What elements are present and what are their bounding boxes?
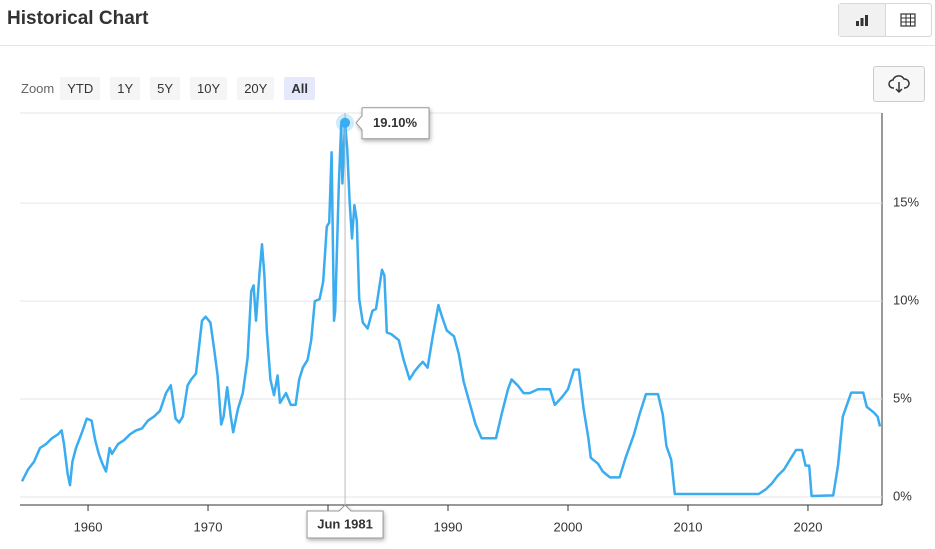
zoom-label: Zoom [21, 81, 55, 96]
zoom-bar: Zoom YTD 1Y 5Y 10Y 20Y All [21, 77, 325, 100]
data-line [20, 121, 882, 498]
zoom-option[interactable]: 5Y [150, 77, 181, 100]
title: Historical Chart [7, 8, 149, 29]
zoom-option[interactable]: All [284, 77, 315, 100]
x-tick-label: 1960 [74, 519, 103, 534]
x-tick-label: 2010 [674, 519, 703, 534]
download-button[interactable] [873, 66, 925, 102]
x-tick-label: 2000 [554, 519, 583, 534]
y-tick-label: 0% [893, 488, 912, 503]
x-label-box [306, 504, 384, 539]
y-tick-label: 10% [893, 293, 919, 308]
y-tick-label: 15% [893, 195, 919, 210]
header: Historical Chart [0, 0, 935, 46]
y-tick-label: 5% [893, 390, 912, 405]
zoom-option[interactable]: 1Y [110, 77, 141, 100]
x-tick-label: 2020 [794, 519, 823, 534]
x-tick-label: 1990 [434, 519, 463, 534]
tooltip-label: 19.10% [373, 115, 418, 130]
view-toggle [838, 3, 932, 37]
chart-view-button[interactable] [839, 4, 886, 36]
x-label: Jun 1981 [317, 516, 373, 531]
zoom-option[interactable]: 10Y [190, 77, 228, 100]
zoom-option[interactable]: 20Y [237, 77, 275, 100]
zoom-option[interactable]: YTD [60, 77, 101, 100]
table-view-button[interactable] [886, 4, 932, 36]
hover-point [340, 117, 351, 128]
tooltip-box [355, 107, 430, 140]
x-tick-label: 1970 [194, 519, 223, 534]
